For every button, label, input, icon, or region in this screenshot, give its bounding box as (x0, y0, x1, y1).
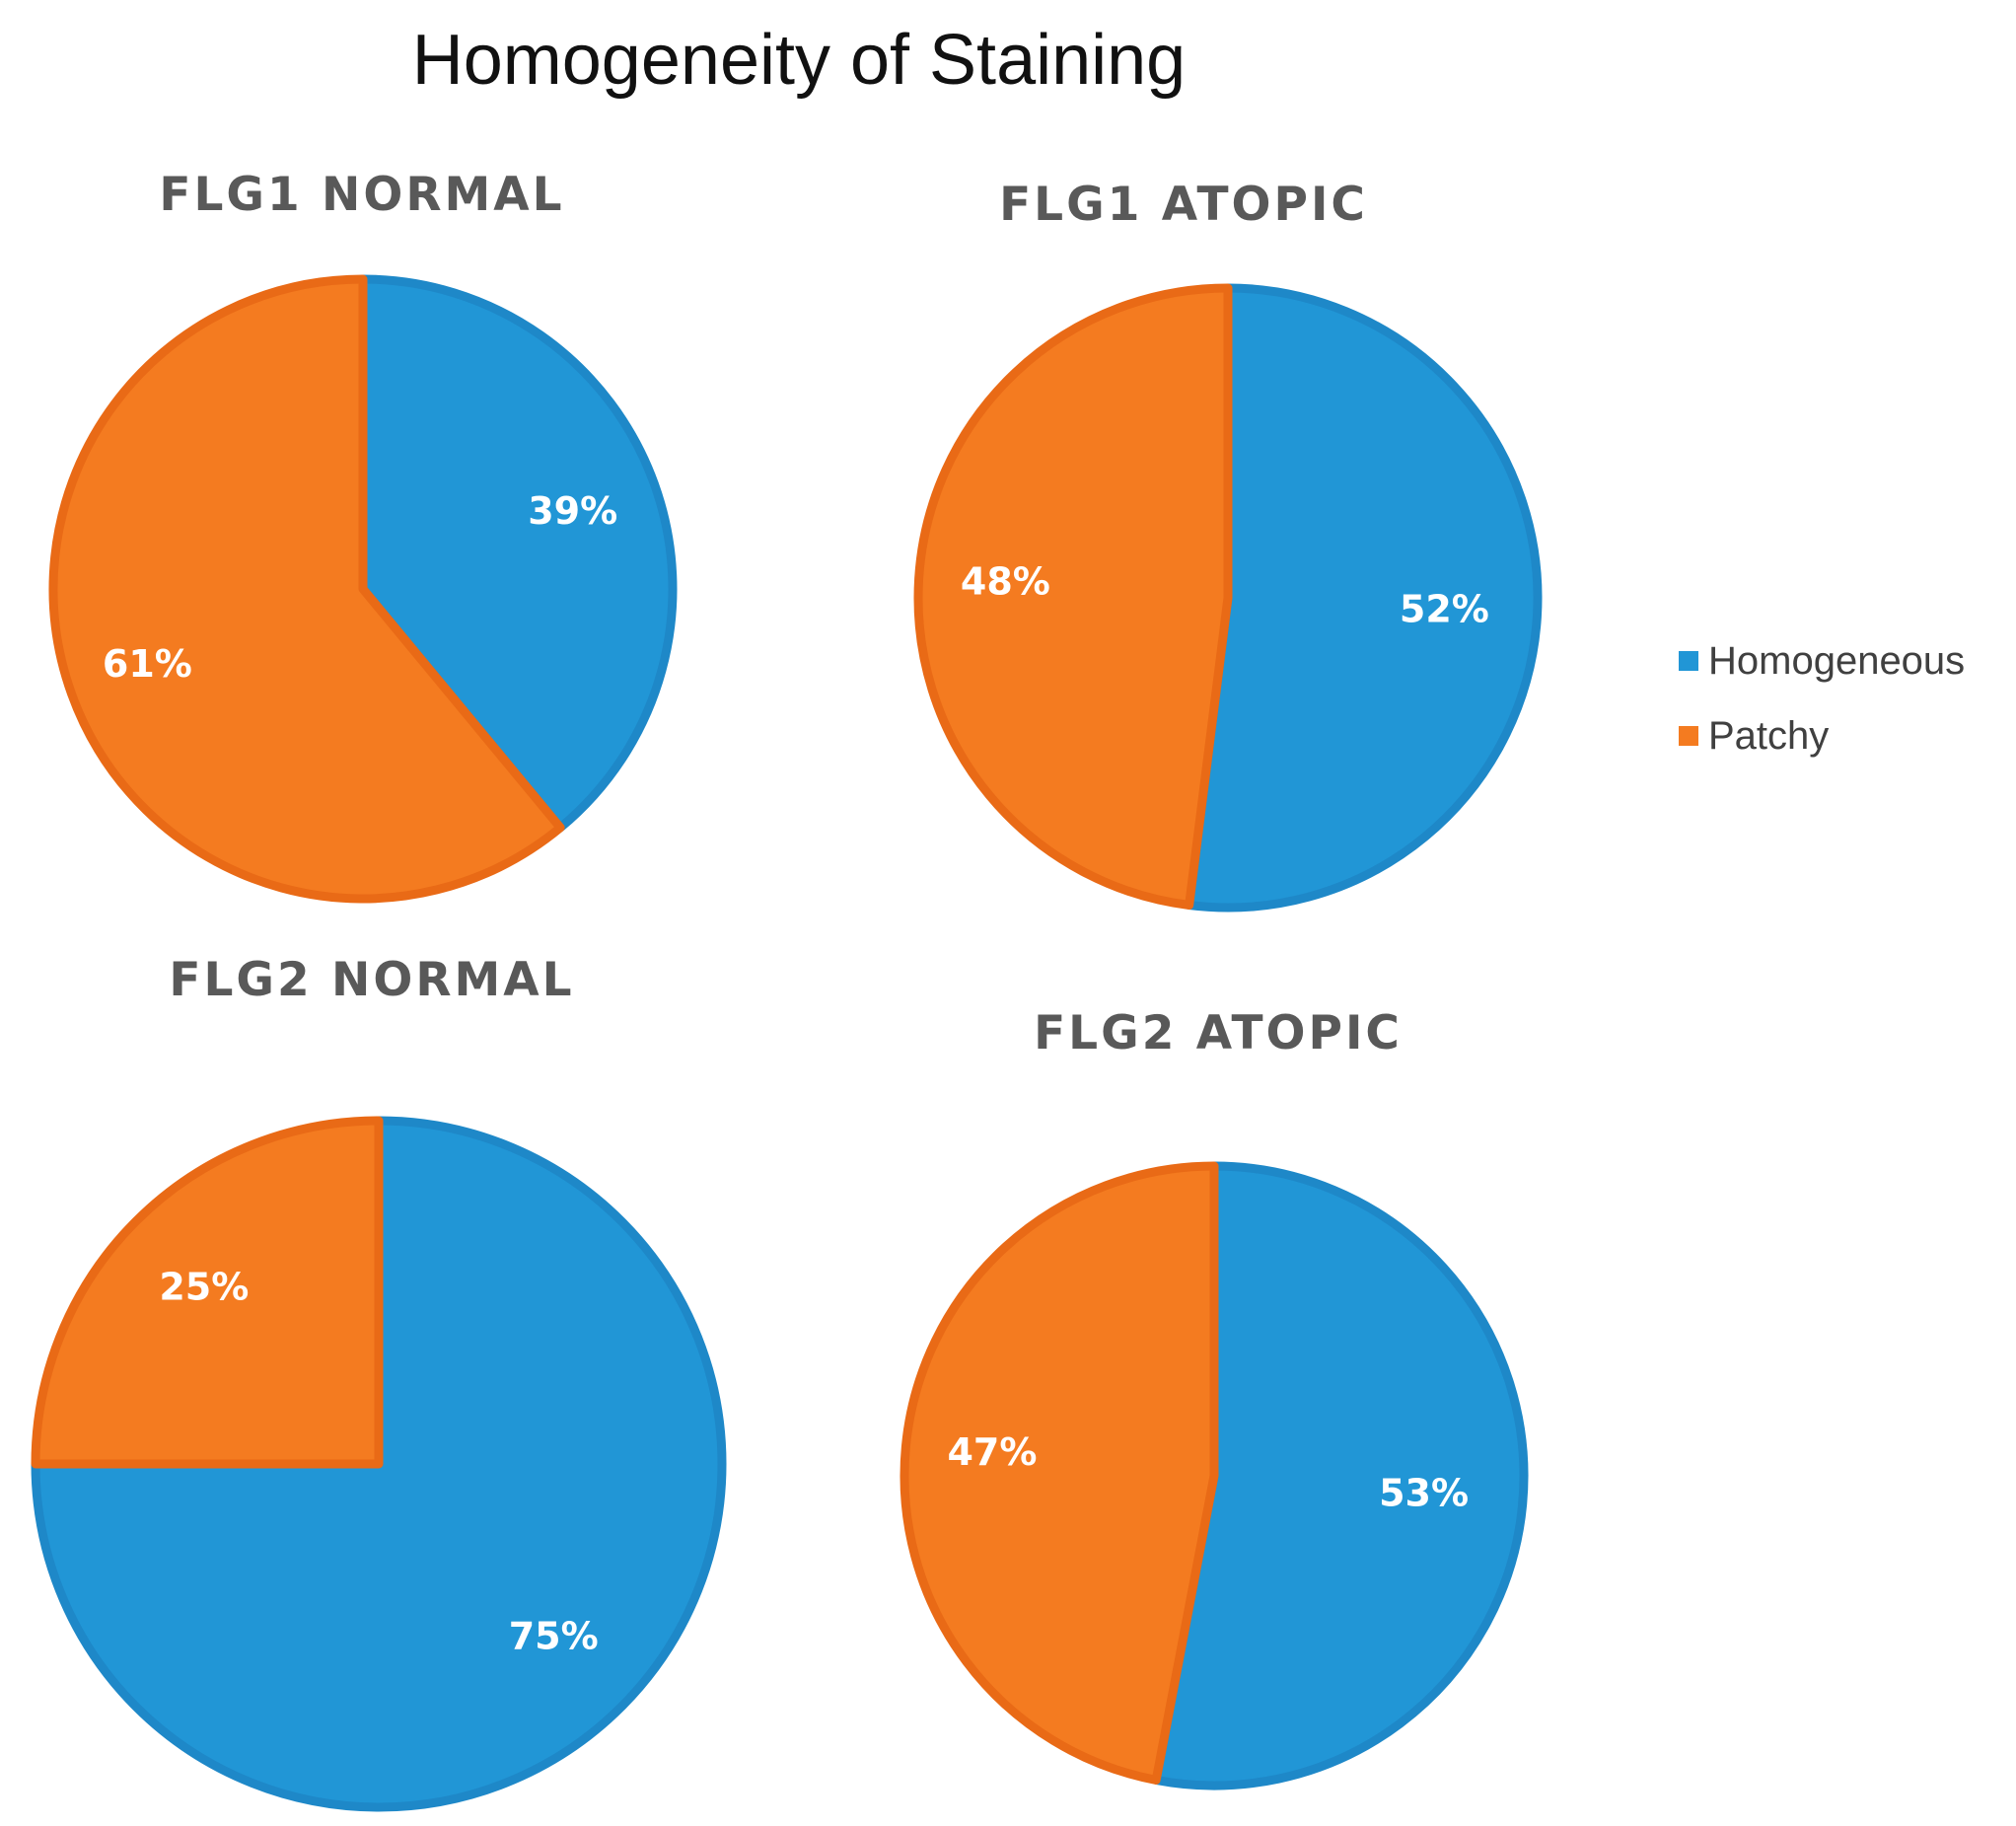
pie-slice-patchy (900, 1161, 1219, 1785)
pie-data-label-homogeneous: 52% (1400, 587, 1489, 630)
pie-slice-homogeneous (358, 274, 678, 833)
pie-slice-patchy (31, 1116, 384, 1469)
pie-slice-patchy (913, 283, 1233, 911)
pie-data-label-patchy: 48% (961, 559, 1050, 603)
legend-swatch-homogeneous (1679, 651, 1698, 671)
legend-label-patchy: Patchy (1708, 713, 1830, 758)
legend-label-homogeneous: Homogeneous (1708, 638, 1966, 683)
legend-swatch-patchy (1679, 726, 1698, 746)
pie-data-label-homogeneous: 39% (528, 489, 617, 533)
pie-data-label-homogeneous: 75% (509, 1615, 599, 1658)
pie-data-label-patchy: 47% (947, 1430, 1037, 1474)
pie-slice-homogeneous (31, 1116, 727, 1812)
pie-slice-homogeneous (1151, 1161, 1529, 1790)
main-title: Homogeneity of Staining (411, 21, 1187, 100)
pie-slice-patchy (48, 274, 565, 904)
pie-title-flg2-normal: FLG2 NORMAL (169, 953, 575, 1007)
legend-item-patchy: Patchy (1679, 698, 1965, 773)
legend: Homogeneous Patchy (1679, 623, 1965, 773)
pie-data-label-homogeneous: 53% (1379, 1472, 1469, 1515)
pie-title-flg2-atopic: FLG2 ATOPIC (1034, 1006, 1403, 1060)
legend-item-homogeneous: Homogeneous (1679, 623, 1965, 698)
pie-title-flg1-atopic: FLG1 ATOPIC (999, 178, 1368, 232)
pie-data-label-patchy: 61% (103, 642, 192, 686)
pie-data-label-patchy: 25% (159, 1265, 249, 1308)
pie-title-flg1-normal: FLG1 NORMAL (159, 168, 565, 222)
pie-slice-homogeneous (1185, 283, 1543, 913)
